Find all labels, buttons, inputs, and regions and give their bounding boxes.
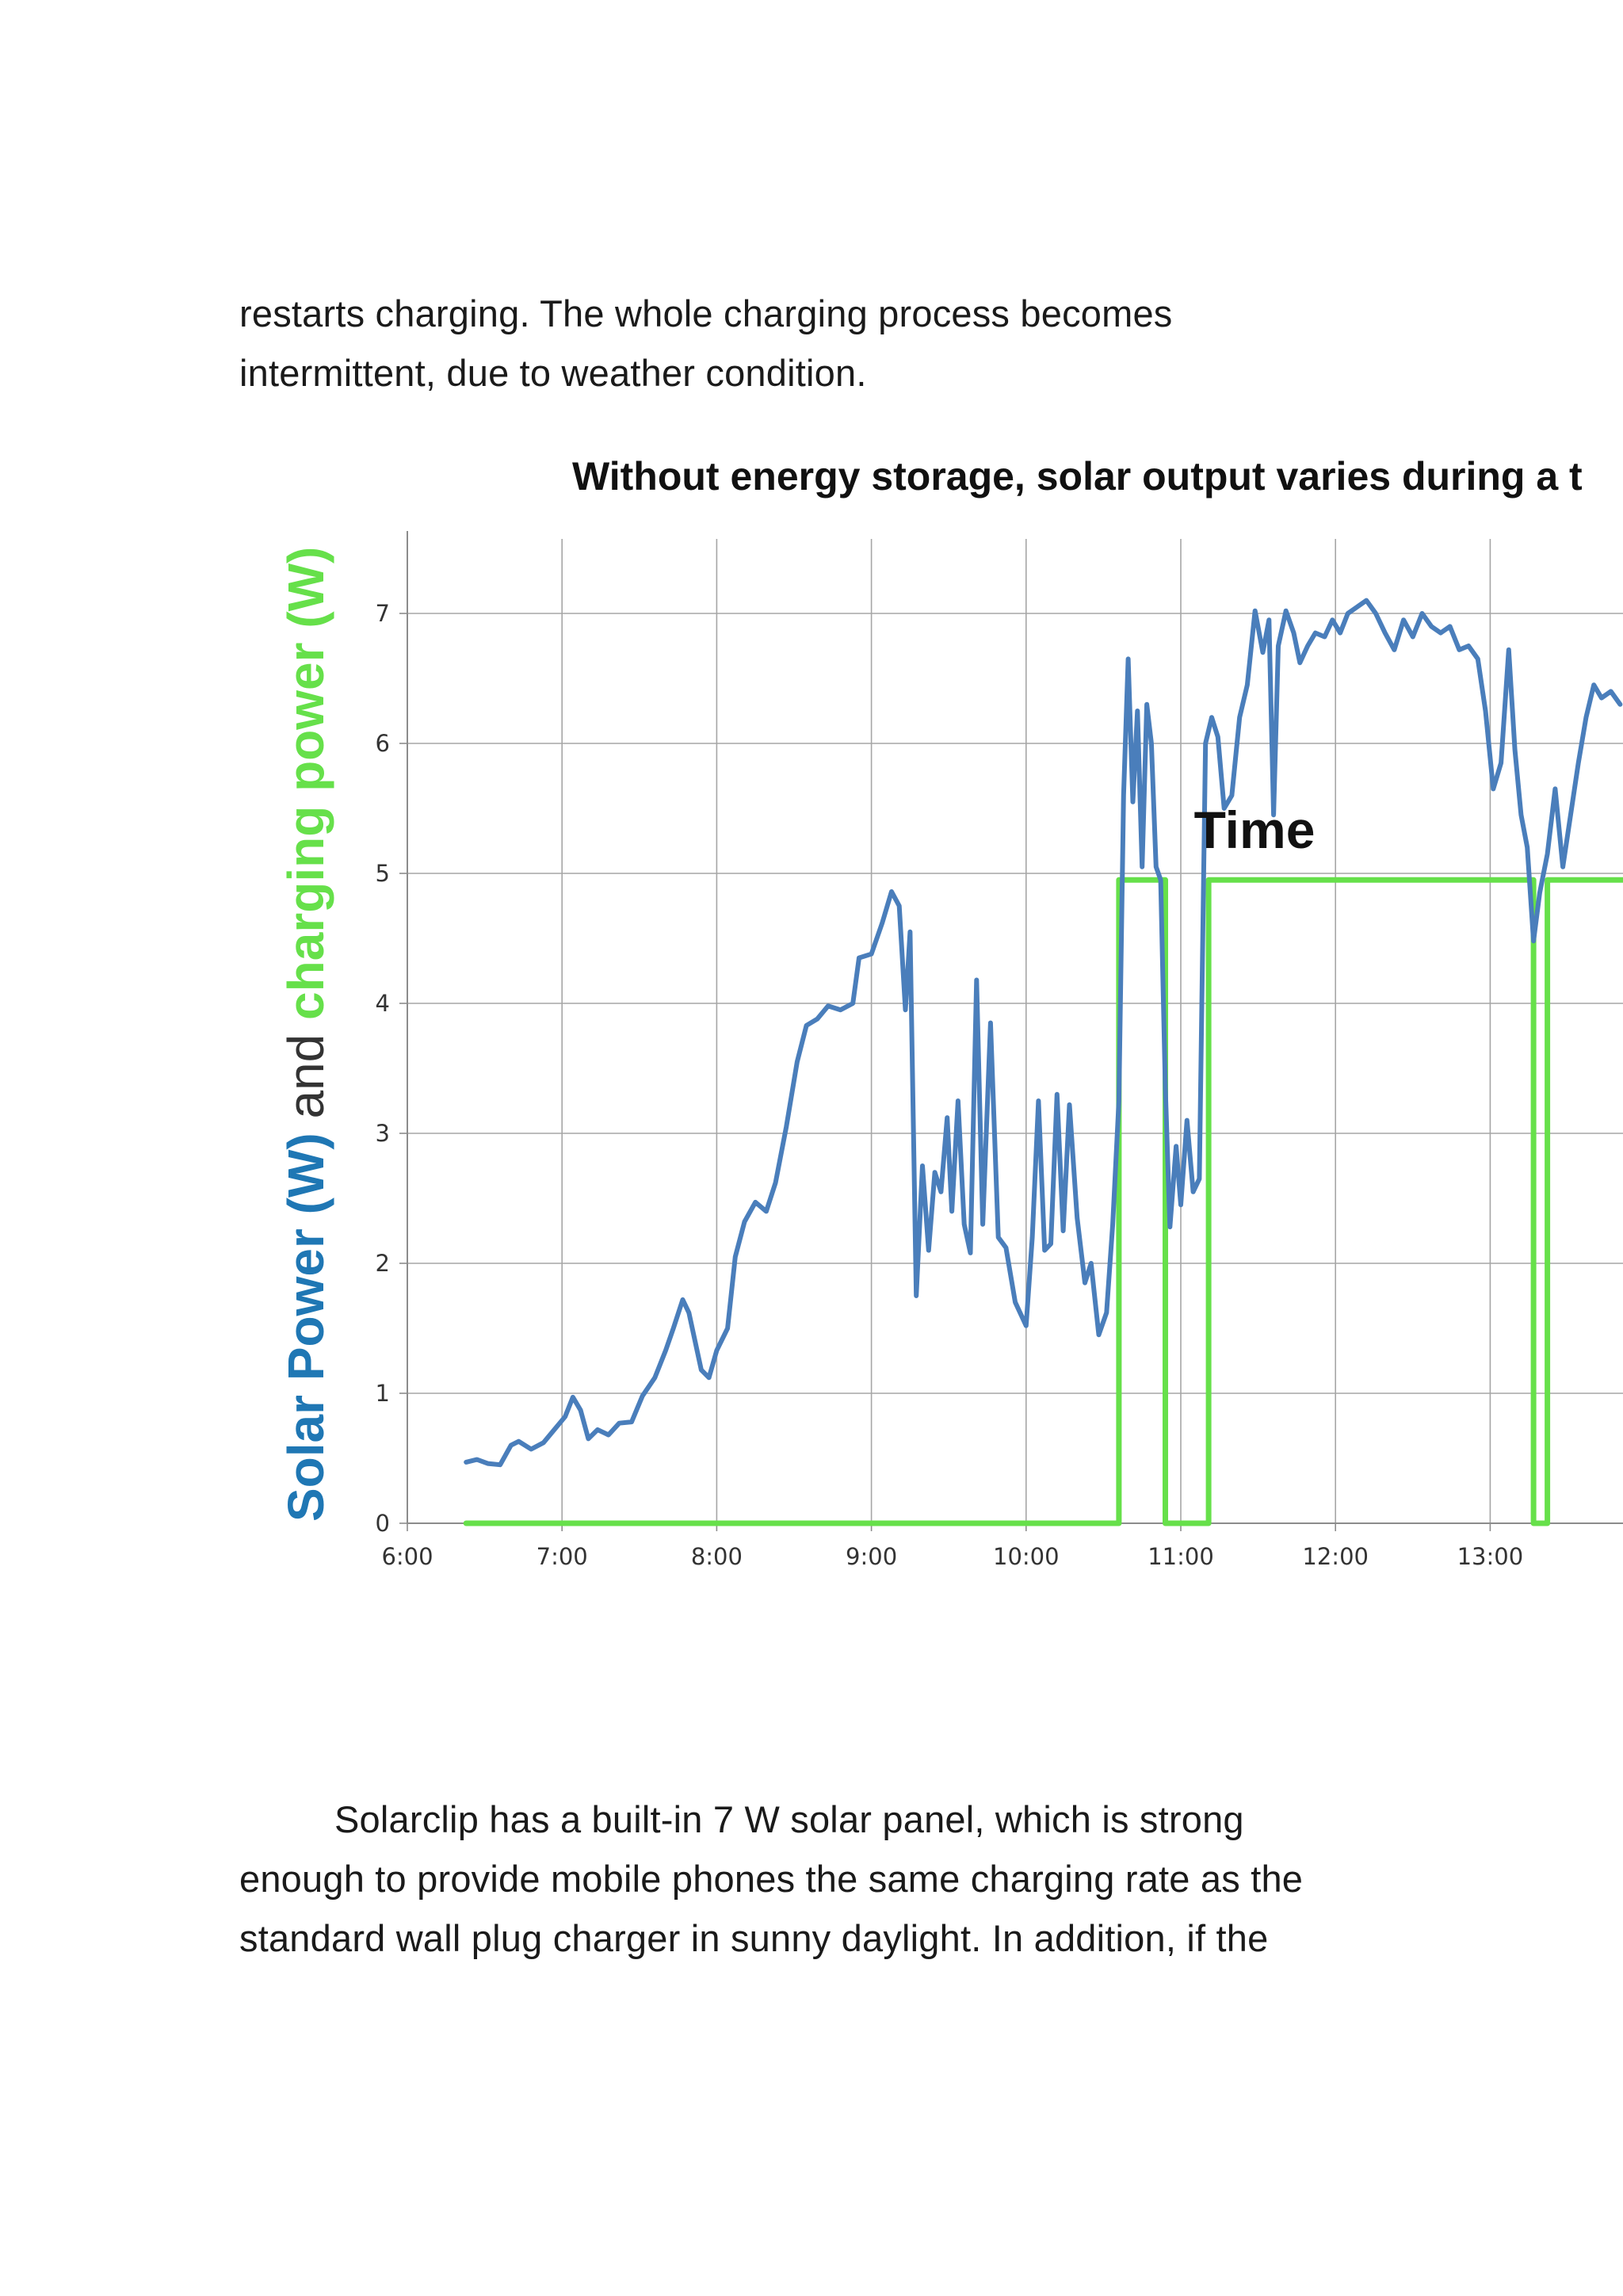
y-axis-title-part: Solar Power (W)	[277, 1133, 334, 1522]
y-tick-label: 4	[376, 990, 390, 1017]
x-tick-label: 10:00	[993, 1543, 1060, 1570]
x-tick-label: 7:00	[537, 1543, 588, 1570]
text-line: intermittent, due to weather condition.	[239, 352, 867, 394]
y-tick-label: 5	[376, 860, 390, 887]
chart-labels: 0 1 2 3 4 5 6 7 6:00 7:00 8:00 9:00 10:00 11:00 12:00 1…	[376, 600, 1524, 1570]
y-tick-label: 7	[376, 600, 390, 627]
x-tick-label: 9:00	[846, 1543, 897, 1570]
x-tick-label: 6:00	[381, 1543, 433, 1570]
solar-power-chart: Without energy storage, solar output var…	[0, 428, 1623, 1664]
x-tick-label: 11:00	[1148, 1543, 1214, 1570]
x-tick-label: 13:00	[1457, 1543, 1524, 1570]
y-tick-label: 2	[376, 1250, 390, 1277]
text-line: enough to provide mobile phones the same…	[239, 1858, 1304, 1900]
x-tick-label: 8:00	[691, 1543, 743, 1570]
paragraph-bottom: Solarclip has a built-in 7 W solar panel…	[239, 1790, 1476, 1968]
paragraph-top: restarts charging. The whole charging pr…	[239, 284, 1476, 403]
text-line: restarts charging. The whole charging pr…	[239, 292, 1173, 334]
chart-grid	[407, 539, 1623, 1523]
y-tick-label: 1	[376, 1380, 390, 1407]
series-line-solar-power	[464, 598, 1623, 1468]
chart-svg: Without energy storage, solar output var…	[277, 454, 1623, 1570]
text-line: standard wall plug charger in sunny dayl…	[239, 1917, 1269, 1959]
y-axis-title-part: charging power (W)	[277, 547, 334, 1020]
y-axis-title: Solar Power (W) and charging power (W)	[277, 547, 334, 1522]
chart-axes	[399, 531, 1623, 1531]
y-tick-label: 6	[376, 730, 390, 757]
y-tick-label: 3	[376, 1120, 390, 1147]
y-tick-label: 0	[376, 1510, 390, 1537]
x-tick-label: 12:00	[1302, 1543, 1369, 1570]
chart-title: Without energy storage, solar output var…	[572, 454, 1583, 499]
y-axis-title-part: and	[277, 1020, 334, 1133]
text-line: Solarclip has a built-in 7 W solar panel…	[334, 1798, 1244, 1840]
x-axis-title: Time	[1194, 800, 1316, 859]
chart-series	[463, 598, 1623, 1526]
